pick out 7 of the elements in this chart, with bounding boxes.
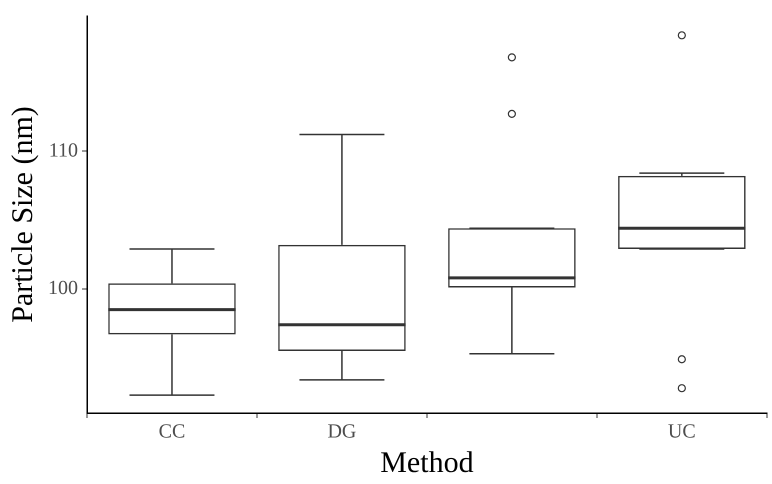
y-tick-label: 100 [48, 277, 78, 300]
x-tick-label: UC [668, 420, 696, 442]
x-tick-label: CC [158, 420, 186, 442]
x-tick-label: DG [327, 420, 356, 442]
y-tick-label: 110 [48, 139, 78, 162]
x-axis-title: Method [380, 446, 474, 479]
y-axis-title: Particle Size (nm) [6, 106, 39, 323]
